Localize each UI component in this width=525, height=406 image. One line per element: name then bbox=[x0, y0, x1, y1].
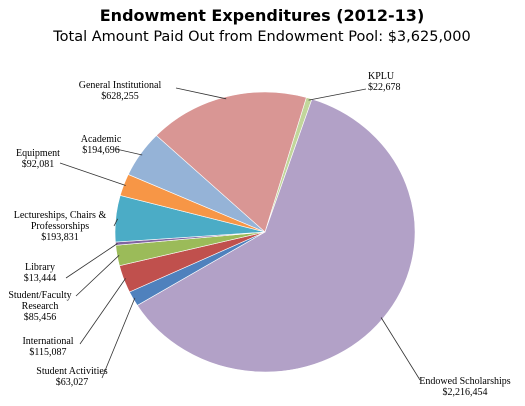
pie-slice-1 bbox=[136, 98, 416, 373]
slice-label-4: Student/Faculty Research $85,456 bbox=[8, 290, 71, 323]
slice-labels: KPLU $22,678 Endowed Scholarships $2,216,45… bbox=[8, 71, 510, 398]
slice-label-1: Endowed Scholarships $2,216,454 bbox=[419, 376, 510, 398]
slice-label-9: General Institutional $628,255 bbox=[79, 80, 162, 102]
leader-line-5 bbox=[65, 243, 118, 279]
slice-label-7: Equipment $92,081 bbox=[16, 148, 60, 170]
leader-line-4 bbox=[75, 255, 120, 297]
pie-slices bbox=[114, 91, 416, 373]
pie-slice-9 bbox=[155, 91, 307, 233]
chart-subtitle: Total Amount Paid Out from Endowment Poo… bbox=[52, 29, 470, 45]
leader-line-2 bbox=[101, 297, 136, 379]
leader-line-1 bbox=[380, 317, 421, 381]
leader-line-3 bbox=[79, 278, 126, 345]
leader-lines bbox=[59, 87, 421, 381]
leader-line-9 bbox=[175, 87, 227, 100]
slice-label-5: Library $13,444 bbox=[24, 262, 57, 284]
slice-label-6: Lectureships, Chairs & Professorships $193… bbox=[14, 210, 107, 243]
slice-label-3: International $115,087 bbox=[22, 336, 73, 358]
slice-label-0: KPLU $22,678 bbox=[368, 71, 401, 93]
leader-line-0 bbox=[308, 88, 367, 101]
leader-line-6 bbox=[113, 218, 119, 227]
chart-title: Endowment Expenditures (2012-13) bbox=[100, 6, 425, 25]
slice-label-8: Academic $194,696 bbox=[81, 134, 122, 156]
leader-line-7 bbox=[59, 162, 126, 186]
slice-label-2: Student Activities $63,027 bbox=[36, 366, 107, 388]
leader-line-8 bbox=[115, 148, 143, 156]
